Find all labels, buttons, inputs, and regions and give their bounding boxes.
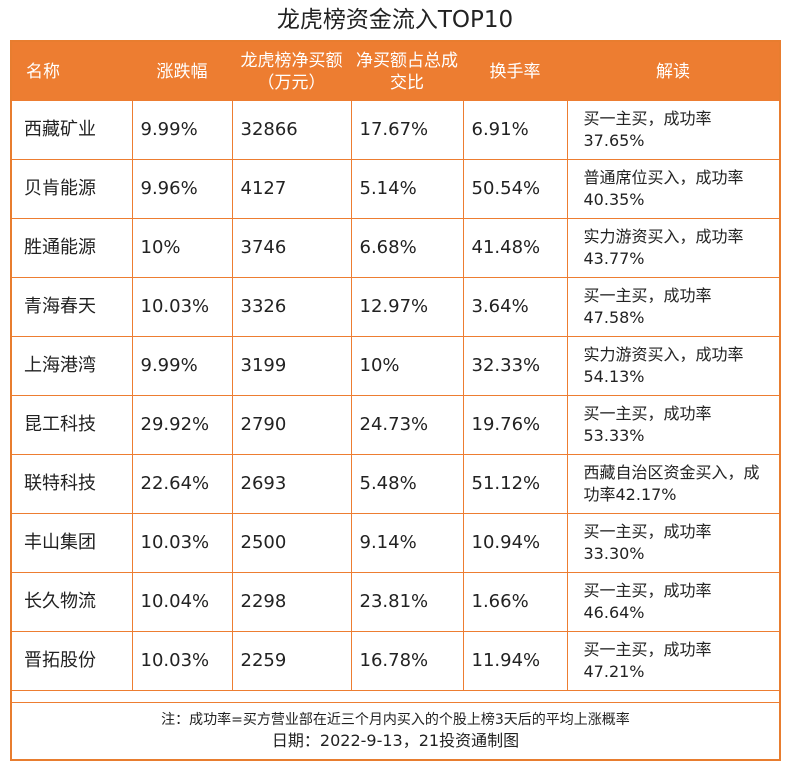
cell-change: 29.92% [131, 395, 233, 455]
table-header-row: 名称 涨跌幅 龙虎榜净买额（万元） 净买额占总成交比 换手率 解读 [12, 42, 779, 101]
cell-turnover: 19.76% [462, 395, 568, 455]
cell-turnover: 32.33% [462, 336, 568, 396]
cell-ratio: 6.68% [350, 218, 464, 278]
cell-ratio: 23.81% [350, 572, 464, 632]
cell-net-buy: 2790 [231, 395, 352, 455]
cell-ratio: 16.78% [350, 631, 464, 691]
data-table: 名称 涨跌幅 龙虎榜净买额（万元） 净买额占总成交比 换手率 解读 西藏矿业 9… [12, 42, 779, 691]
cell-ratio: 12.97% [350, 277, 464, 337]
cell-note: 买一主买，成功率53.33% [566, 395, 779, 455]
cell-net-buy: 32866 [231, 101, 352, 160]
cell-name: 丰山集团 [12, 513, 133, 573]
cell-net-buy: 3199 [231, 336, 352, 396]
date-credit: 日期：2022-9-13，21投资通制图 [271, 731, 520, 750]
cell-ratio: 24.73% [350, 395, 464, 455]
table-row: 长久物流 10.04% 2298 23.81% 1.66% 买一主买，成功率46… [12, 572, 779, 632]
cell-net-buy: 3326 [231, 277, 352, 337]
cell-note: 买一主买，成功率33.30% [566, 513, 779, 573]
cell-note: 普通席位买入，成功率40.35% [566, 159, 779, 219]
cell-net-buy: 3746 [231, 218, 352, 278]
cell-change: 10.03% [131, 277, 233, 337]
cell-turnover: 41.48% [462, 218, 568, 278]
cell-note: 买一主买，成功率46.64% [566, 572, 779, 632]
table-row: 晋拓股份 10.03% 2259 16.78% 11.94% 买一主买，成功率4… [12, 631, 779, 691]
cell-name: 青海春天 [12, 277, 133, 337]
table-row: 上海港湾 9.99% 3199 10% 32.33% 实力游资买入，成功率54.… [12, 336, 779, 396]
table-footer: 注：成功率=买方营业部在近三个月内买入的个股上榜3天后的平均上涨概率 日期：20… [12, 702, 779, 760]
table-row: 贝肯能源 9.96% 4127 5.14% 50.54% 普通席位买入，成功率4… [12, 159, 779, 219]
table-row: 胜通能源 10% 3746 6.68% 41.48% 实力游资买入，成功率43.… [12, 218, 779, 278]
footnote: 注：成功率=买方营业部在近三个月内买入的个股上榜3天后的平均上涨概率 [161, 712, 630, 728]
cell-note: 实力游资买入，成功率54.13% [566, 336, 779, 396]
cell-ratio: 17.67% [350, 101, 464, 160]
table-row: 丰山集团 10.03% 2500 9.14% 10.94% 买一主买，成功率33… [12, 513, 779, 573]
cell-change: 9.96% [131, 159, 233, 219]
table-row: 西藏矿业 9.99% 32866 17.67% 6.91% 买一主买，成功率37… [12, 101, 779, 160]
cell-note: 买一主买，成功率47.58% [566, 277, 779, 337]
page-title: 龙虎榜资金流入TOP10 [276, 7, 514, 33]
table-row: 青海春天 10.03% 3326 12.97% 3.64% 买一主买，成功率47… [12, 277, 779, 337]
cell-change: 22.64% [131, 454, 233, 514]
cell-change: 10.03% [131, 631, 233, 691]
cell-note: 西藏自治区资金买入，成功率42.17% [566, 454, 779, 514]
cell-name: 上海港湾 [12, 336, 133, 396]
cell-note: 买一主买，成功率37.65% [566, 101, 779, 160]
cell-turnover: 50.54% [462, 159, 568, 219]
cell-ratio: 5.14% [350, 159, 464, 219]
cell-turnover: 6.91% [462, 101, 568, 160]
cell-turnover: 51.12% [462, 454, 568, 514]
cell-turnover: 3.64% [462, 277, 568, 337]
cell-net-buy: 2298 [231, 572, 352, 632]
cell-net-buy: 2259 [231, 631, 352, 691]
table-row: 联特科技 22.64% 2693 5.48% 51.12% 西藏自治区资金买入，… [12, 454, 779, 514]
header-ratio: 净买额占总成交比 [351, 42, 463, 101]
cell-change: 10.03% [131, 513, 233, 573]
cell-name: 西藏矿业 [12, 101, 133, 160]
cell-turnover: 10.94% [462, 513, 568, 573]
data-table-frame: 名称 涨跌幅 龙虎榜净买额（万元） 净买额占总成交比 换手率 解读 西藏矿业 9… [10, 40, 781, 761]
cell-turnover: 11.94% [462, 631, 568, 691]
cell-net-buy: 2693 [231, 454, 352, 514]
cell-name: 晋拓股份 [12, 631, 133, 691]
cell-net-buy: 4127 [231, 159, 352, 219]
cell-name: 昆工科技 [12, 395, 133, 455]
cell-name: 胜通能源 [12, 218, 133, 278]
table-row: 昆工科技 29.92% 2790 24.73% 19.76% 买一主买，成功率5… [12, 395, 779, 455]
cell-name: 联特科技 [12, 454, 133, 514]
header-interpretation: 解读 [567, 42, 779, 101]
cell-note: 买一主买，成功率47.21% [566, 631, 779, 691]
header-change: 涨跌幅 [132, 42, 232, 101]
header-net-buy: 龙虎榜净买额（万元） [232, 42, 351, 101]
cell-net-buy: 2500 [231, 513, 352, 573]
header-name: 名称 [12, 42, 132, 101]
cell-ratio: 9.14% [350, 513, 464, 573]
cell-note: 实力游资买入，成功率43.77% [566, 218, 779, 278]
cell-ratio: 5.48% [350, 454, 464, 514]
cell-name: 长久物流 [12, 572, 133, 632]
cell-change: 10.04% [131, 572, 233, 632]
cell-change: 10% [131, 218, 233, 278]
cell-name: 贝肯能源 [12, 159, 133, 219]
header-turnover: 换手率 [463, 42, 567, 101]
cell-turnover: 1.66% [462, 572, 568, 632]
cell-ratio: 10% [350, 336, 464, 396]
cell-change: 9.99% [131, 336, 233, 396]
cell-change: 9.99% [131, 101, 233, 160]
